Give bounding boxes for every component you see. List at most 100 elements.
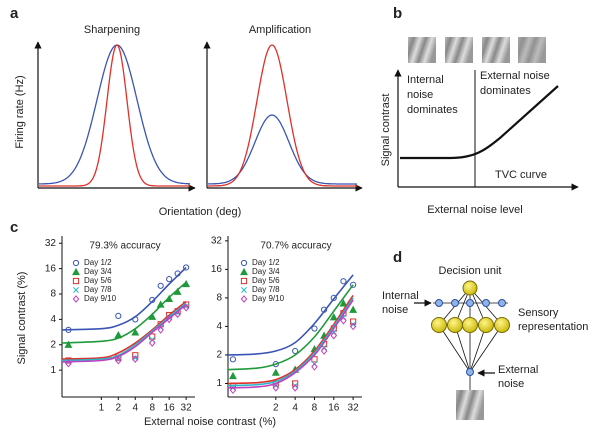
data-point — [311, 362, 318, 371]
plot-title: 79.3% accuracy — [89, 241, 160, 252]
data-point — [271, 368, 280, 376]
noise-node — [498, 299, 506, 307]
data-point — [148, 339, 156, 347]
stimulus-image — [482, 37, 510, 63]
data-point — [148, 312, 157, 320]
node-label: noise — [498, 378, 524, 390]
x-tick-label: 8 — [149, 403, 155, 414]
tvc-curve — [400, 85, 559, 160]
node-label: Sensory — [518, 307, 559, 319]
node-label: representation — [518, 321, 588, 333]
data-point — [132, 355, 139, 364]
connection — [469, 324, 487, 373]
panel-a: Sharpening Amplification Firing rate (Hz… — [14, 24, 363, 218]
node-label: Decision unit — [439, 265, 502, 277]
legend-label: Day 3/4 — [252, 267, 280, 276]
legend-label: Day 1/2 — [84, 258, 112, 267]
curve-label: TVC curve — [495, 169, 547, 181]
x-axis-label: External noise contrast (%) — [144, 416, 276, 428]
y-tick-label: 16 — [211, 264, 223, 275]
data-point — [157, 326, 164, 334]
legend-label: Day 9/10 — [84, 294, 117, 303]
legend-label: Day 9/10 — [252, 294, 285, 303]
legend-marker — [73, 287, 79, 293]
x-tick-label: 32 — [181, 403, 193, 414]
stimulus-image — [445, 37, 473, 63]
legend-marker — [240, 259, 248, 267]
plot-title: 70.7% accuracy — [260, 241, 331, 252]
legend-label: Day 7/8 — [84, 285, 112, 294]
y-tick-label: 2 — [50, 339, 56, 350]
data-point — [229, 386, 237, 395]
data-point — [115, 356, 122, 365]
data-point — [174, 270, 181, 277]
data-point — [182, 279, 191, 288]
x-tick-label: 8 — [312, 403, 318, 414]
data-point — [174, 310, 181, 319]
sensory-node — [462, 317, 478, 333]
node-label: noise — [382, 304, 408, 316]
tuning-curve — [39, 44, 190, 185]
x-tick-label: 1 — [99, 403, 105, 414]
region-label: noise — [407, 89, 433, 101]
data-point — [340, 310, 347, 317]
data-point — [340, 278, 347, 285]
data-point — [329, 313, 338, 321]
fit-curve — [227, 284, 354, 371]
data-point — [65, 359, 72, 368]
fit-curve — [61, 303, 187, 363]
region-label: dominates — [480, 85, 531, 97]
y-tick-label: 1 — [50, 365, 56, 376]
data-point — [339, 299, 348, 307]
data-point — [115, 312, 122, 319]
fit-curve — [61, 300, 187, 360]
sensory-node — [494, 317, 510, 333]
x-axis-label: Orientation (deg) — [159, 206, 242, 218]
data-point — [166, 276, 173, 283]
data-point — [114, 330, 123, 339]
panel-label: b — [393, 5, 402, 22]
fit-curve — [227, 274, 354, 356]
stimulus-image — [518, 37, 546, 63]
data-point — [291, 383, 299, 392]
legend-label: Day 5/6 — [84, 276, 112, 285]
node-label: Internal — [382, 290, 419, 302]
legend-marker — [240, 277, 248, 285]
y-tick-label: 4 — [216, 321, 222, 332]
legend-marker — [241, 287, 247, 293]
data-point — [183, 264, 190, 271]
x-axis-label: External noise level — [427, 204, 522, 216]
noise-node — [482, 299, 490, 307]
region-label: Internal — [407, 74, 444, 86]
sensory-node — [478, 317, 494, 333]
data-point — [65, 326, 72, 334]
legend-label: Day 5/6 — [252, 276, 280, 285]
y-tick-label: 8 — [50, 289, 56, 300]
legend-label: Day 3/4 — [84, 267, 112, 276]
y-tick-label: 1 — [216, 378, 222, 389]
stimulus-image — [456, 390, 484, 420]
legend-marker — [72, 259, 80, 267]
data-point — [149, 296, 156, 304]
data-point — [320, 306, 328, 313]
y-tick-label: 32 — [45, 238, 57, 249]
data-point — [165, 315, 173, 324]
connection — [454, 324, 471, 373]
node-label: External — [498, 364, 538, 376]
data-point — [229, 371, 237, 380]
x-tick-label: 4 — [292, 403, 298, 414]
data-point — [132, 316, 139, 323]
data-point — [157, 282, 164, 289]
y-tick-label: 8 — [216, 293, 222, 304]
plot-title: Amplification — [249, 24, 311, 36]
data-point — [173, 287, 182, 295]
y-axis-label: Signal contrast — [380, 94, 392, 167]
fit-curve — [227, 299, 354, 389]
data-point — [272, 383, 280, 392]
y-axis-label: Firing rate (Hz) — [14, 75, 26, 148]
legend-marker — [72, 277, 80, 285]
noise-node — [451, 299, 459, 307]
x-tick-label: 16 — [328, 403, 340, 414]
panel-label: c — [10, 219, 18, 236]
